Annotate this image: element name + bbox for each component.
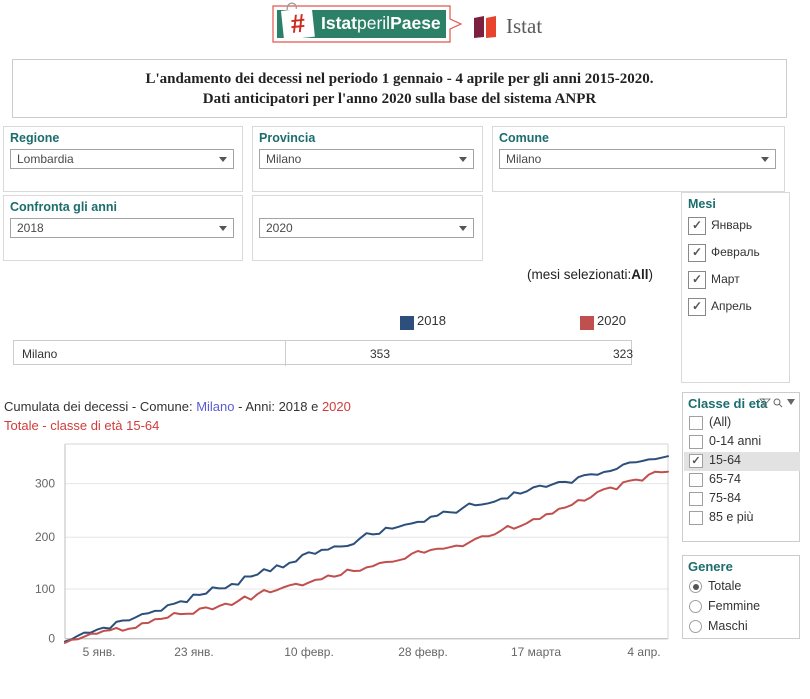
svg-text:10 февр.: 10 февр. (284, 645, 334, 659)
svg-text:100: 100 (35, 582, 55, 596)
svg-text:300: 300 (35, 477, 55, 491)
svg-text:IstatperilPaese: IstatperilPaese (321, 13, 441, 33)
svg-text:0: 0 (48, 632, 55, 646)
svg-text:17 марта: 17 марта (511, 645, 561, 659)
svg-text:5 янв.: 5 янв. (83, 645, 116, 659)
svg-text:4 апр.: 4 апр. (627, 645, 660, 659)
svg-text:200: 200 (35, 530, 55, 544)
svg-text:28 февр.: 28 февр. (398, 645, 448, 659)
svg-text:23 янв.: 23 янв. (174, 645, 214, 659)
